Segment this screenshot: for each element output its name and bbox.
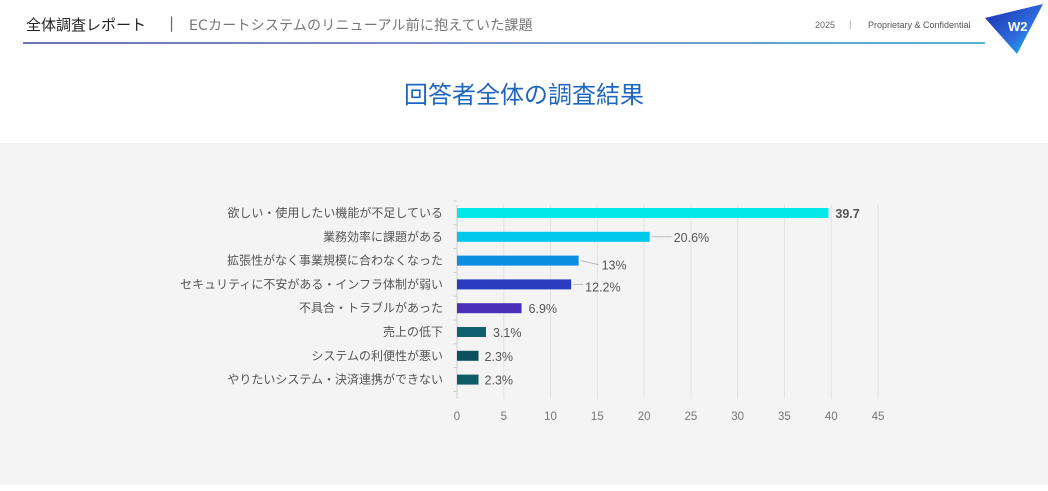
bar [457, 350, 479, 361]
chart-panel: 欲しい・使用したい機能が不足している業務効率に課題がある拡張性がなく事業規模に合… [0, 143, 1048, 485]
report-subtitle: ECカートシステムのリニューアル前に抱えていた課題 [189, 18, 533, 34]
confidential-notice: Proprietary & Confidential [868, 20, 971, 30]
header-divider [23, 42, 985, 44]
value-labels: 39.7 20.6% 13% 12.2% 6.9% 3.1% 2.3% 2.3% [485, 207, 860, 388]
logo-text: W2 [1008, 19, 1028, 34]
x-tick-label: 35 [778, 411, 791, 423]
category-label: 拡張性がなく事業規模に合わなくなった [227, 253, 443, 268]
bar-chart: 欲しい・使用したい機能が不足している業務効率に課題がある拡張性がなく事業規模に合… [180, 200, 885, 423]
w2-logo: W2 [985, 4, 1043, 54]
page-title: 回答者全体の調査結果 [404, 81, 644, 109]
category-labels: 欲しい・使用したい機能が不足している業務効率に課題がある拡張性がなく事業規模に合… [180, 205, 443, 387]
value-label: 2.3% [485, 374, 514, 388]
value-label: 20.6% [674, 231, 709, 245]
category-label: セキュリティに不安がある・インフラ体制が弱い [180, 276, 443, 291]
value-label: 39.7 [835, 207, 859, 221]
x-tick-label: 10 [544, 411, 557, 423]
value-label: 6.9% [529, 302, 558, 316]
category-label: 売上の低下 [383, 324, 443, 339]
chart-grid [453, 200, 879, 399]
x-tick-label: 20 [638, 411, 651, 423]
x-tick-label: 40 [825, 411, 838, 423]
bar [457, 327, 487, 337]
category-label: やりたいシステム・決済連携ができない [227, 372, 443, 387]
value-label: 12.2% [585, 280, 620, 294]
category-label: 業務効率に課題がある [323, 229, 443, 244]
category-label: 不具合・トラブルがあった [299, 300, 443, 315]
x-tick-label: 30 [731, 411, 744, 423]
category-label: 欲しい・使用したい機能が不足している [227, 205, 443, 220]
bar [457, 279, 572, 290]
x-tick-label: 25 [684, 411, 697, 423]
bar [457, 374, 479, 385]
x-tick-label: 45 [872, 411, 885, 423]
report-year: 2025 [815, 20, 836, 30]
title-separator: | [169, 14, 175, 32]
value-label: 2.3% [485, 350, 514, 364]
x-tick-label: 5 [501, 411, 507, 423]
value-label: 3.1% [493, 326, 521, 340]
report-title: 全体調査レポート [26, 16, 147, 34]
year-separator: | [849, 19, 852, 29]
x-tick-label: 0 [454, 411, 460, 423]
bar [457, 303, 522, 314]
leader-line [580, 260, 599, 266]
chart-bars [457, 208, 829, 385]
bar [457, 255, 579, 266]
bar [457, 231, 650, 242]
x-tick-label: 15 [591, 411, 604, 423]
x-axis-ticks: 0 5 10 15 20 25 30 35 40 45 [454, 411, 885, 423]
value-label: 13% [602, 259, 627, 273]
category-label: システムの利便性が悪い [311, 348, 443, 363]
bar [457, 208, 829, 218]
